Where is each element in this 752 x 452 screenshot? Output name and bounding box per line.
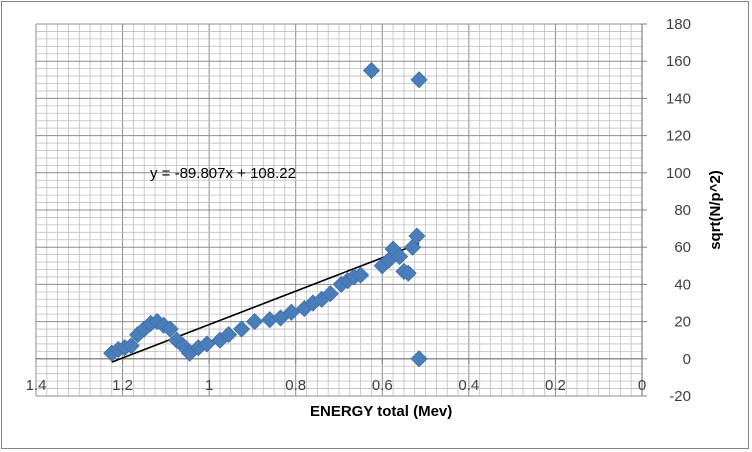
data-point [282,303,300,321]
y-tick-label: 180 [666,16,691,33]
data-point [246,313,264,331]
x-tick-label: 1.4 [26,377,47,394]
data-point [408,227,426,245]
y-tick-label: 0 [683,351,691,368]
data-point [410,350,428,368]
x-tick-label: 1 [205,377,213,394]
trendline-group [111,242,420,363]
data-point [161,320,179,338]
data-point [391,247,409,266]
x-tick-label: 0.6 [372,377,393,394]
data-points [103,61,428,368]
y-tick-label: 60 [674,239,691,256]
y-tick-label: 120 [666,128,691,145]
trendline [111,242,420,363]
grid [35,23,643,397]
data-point [362,61,381,80]
data-point [233,320,251,338]
data-point [352,266,370,284]
y-tick-label: 160 [666,53,691,70]
data-point [198,335,216,353]
data-point [321,285,339,303]
y-tick-label: 80 [674,202,691,219]
data-point [404,238,422,256]
data-point [122,337,140,355]
data-point [220,326,238,344]
data-point [399,264,417,282]
x-tick-label: 0.8 [285,377,306,394]
x-tick-label: 0.2 [545,377,566,394]
y-tick-label: 100 [666,165,691,182]
y-tick-label: -20 [669,388,691,405]
tick-labels: 1.4 1.2 1 0.8 0.6 0.4 0.2 0 -20 0 20 40 60 80 100 120 14… [26,16,691,405]
x-tick-label: 1.2 [112,377,133,394]
x-tick-label: 0 [638,377,646,394]
data-point [168,331,186,349]
axes [35,23,647,397]
y-tick-label: 140 [666,90,691,107]
y-tick-label: 20 [674,314,691,331]
trendline-equation: y = -89.807x + 108.22 [150,165,296,182]
x-tick-label: 0.4 [458,377,479,394]
y-axis-title: sqrt(N/p^2) [707,170,724,250]
y-tick-label: 40 [674,276,691,293]
x-axis-title: ENERGY total (Mev) [310,403,452,420]
data-point [410,71,428,89]
